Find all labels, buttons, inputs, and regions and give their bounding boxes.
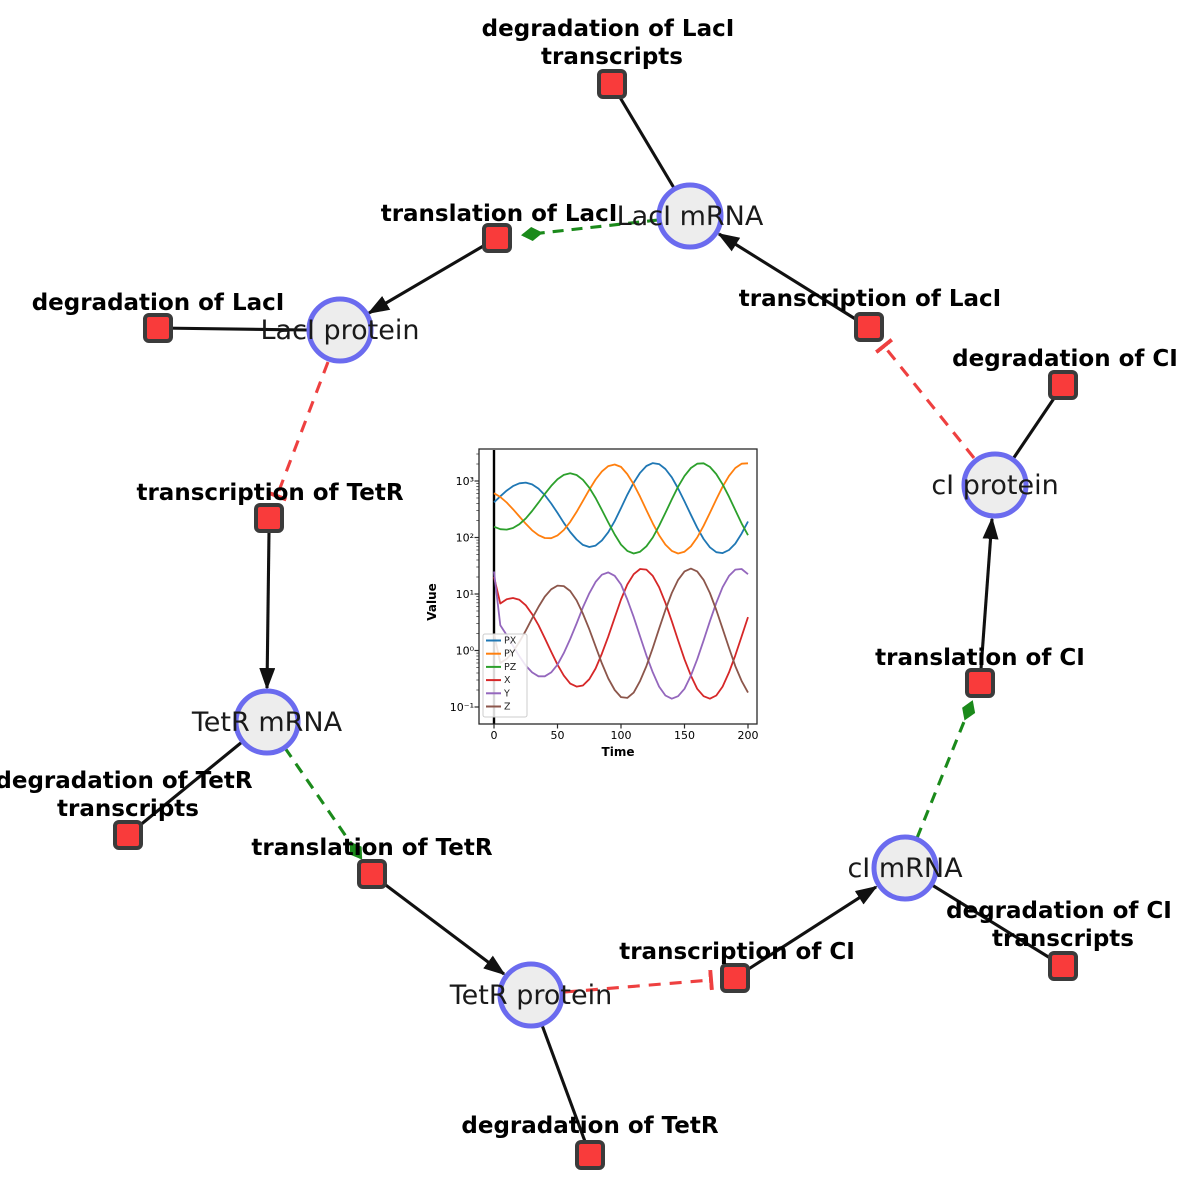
species-layer <box>233 182 1029 1029</box>
chart-y-minor-ticks <box>476 453 479 691</box>
labels-layer: LacI mRNA LacI protein TetR mRNA TetR pr… <box>0 16 1180 1139</box>
chart-tick-labels: 0 50 100 150 200 10³ 10² 10¹ 10⁰ 10⁻¹ <box>450 475 759 742</box>
reaction-label-transcription-laci: transcription of LacI <box>739 286 1002 312</box>
x-tick-label: 0 <box>491 729 498 742</box>
species-label-laci-protein: LacI protein <box>261 315 420 346</box>
reactions-layer <box>113 69 1078 1170</box>
reaction-node-degradation-ci[interactable] <box>1048 370 1078 400</box>
edge-production-translation-laci-to-laci-protein <box>367 243 486 315</box>
edge-degradation-laci-mrna <box>610 83 676 189</box>
legend-box <box>482 633 528 718</box>
series-line-PY <box>493 462 749 555</box>
reaction-node-degradation-tetr[interactable] <box>575 1140 605 1170</box>
edge-degradation-tetr-protein <box>540 1024 592 1156</box>
species-node-laci-protein[interactable] <box>306 296 374 364</box>
edge-production-translation-ci-to-ci-protein <box>979 517 999 670</box>
reaction-node-degradation-laci-transcripts[interactable] <box>597 69 627 99</box>
x-axis-title: Time <box>602 745 635 759</box>
legend-label-px: PX <box>504 636 517 647</box>
edge-modifier-tetr-mrna-to-translation-tetr <box>283 747 363 860</box>
reaction-label-transcription-ci: transcription of CI <box>619 939 855 965</box>
edge-degradation-ci-mrna <box>931 883 1064 968</box>
inset-chart: 0 50 100 150 200 10³ 10² 10¹ 10⁰ 10⁻¹ Ti… <box>425 448 759 759</box>
edge-inhibition-tetr-protein-to-transcription-ci <box>564 969 714 994</box>
chart-ticks <box>474 480 749 729</box>
reaction-label-degradation-tetr: degradation of TetR <box>461 1113 718 1139</box>
legend-label-y: Y <box>503 688 510 699</box>
species-node-ci-protein[interactable] <box>961 451 1029 519</box>
species-node-tetr-protein[interactable] <box>497 961 565 1029</box>
reaction-node-translation-tetr[interactable] <box>357 859 387 889</box>
y-tick-label: 10¹ <box>456 588 474 601</box>
legend-label-z: Z <box>504 702 511 713</box>
reaction-node-degradation-tetr-transcripts[interactable] <box>113 820 143 850</box>
species-label-ci-mrna: cI mRNA <box>847 853 963 884</box>
reaction-node-transcription-tetr[interactable] <box>254 503 284 533</box>
legend-label-py: PY <box>504 649 516 660</box>
species-label-tetr-mrna: TetR mRNA <box>191 707 343 738</box>
edge-production-transcription-laci-to-laci-mrna <box>717 232 858 322</box>
reaction-node-degradation-ci-transcripts[interactable] <box>1048 951 1078 981</box>
y-tick-label: 10² <box>456 532 474 545</box>
reaction-label-translation-ci: translation of CI <box>875 645 1085 671</box>
reaction-node-transcription-laci[interactable] <box>854 312 884 342</box>
reaction-label-degradation-ci: degradation of CI <box>952 346 1178 372</box>
species-node-ci-mrna[interactable] <box>871 834 939 902</box>
edge-inhibition-laci-protein-to-transcription-tetr <box>266 361 330 502</box>
reaction-label-degradation-tetr-transcripts: degradation of TetR transcripts <box>0 768 261 822</box>
edge-production-transcription-ci-to-ci-mrna <box>746 885 878 972</box>
edge-modifier-ci-mrna-to-translation-ci <box>915 700 976 839</box>
x-tick-label: 150 <box>674 729 695 742</box>
reaction-node-transcription-ci[interactable] <box>720 963 750 993</box>
series-line-Y <box>493 568 749 700</box>
reaction-node-degradation-laci[interactable] <box>143 313 173 343</box>
reaction-node-translation-ci[interactable] <box>965 668 995 698</box>
legend-label-x: X <box>504 675 511 686</box>
species-node-tetr-mrna[interactable] <box>233 688 301 756</box>
edges-layer <box>127 83 1065 1156</box>
series-line-Z <box>493 567 749 699</box>
y-axis-title: Value <box>425 583 439 621</box>
edge-production-transcription-tetr-to-tetr-mrna <box>259 531 276 690</box>
x-tick-label: 50 <box>551 729 565 742</box>
reaction-node-translation-laci[interactable] <box>482 223 512 253</box>
y-tick-label: 10⁰ <box>456 645 475 658</box>
reaction-label-degradation-ci-transcripts: degradation of CI transcripts <box>946 898 1180 952</box>
species-label-tetr-protein: TetR protein <box>449 980 612 1011</box>
edge-production-translation-tetr-to-tetr-protein <box>382 881 506 976</box>
species-label-ci-protein: cI protein <box>931 470 1058 501</box>
reaction-label-translation-laci: translation of LacI <box>381 201 618 227</box>
species-node-laci-mrna[interactable] <box>656 182 724 250</box>
reaction-label-degradation-laci-transcripts: degradation of LacI transcripts <box>482 16 743 70</box>
x-tick-label: 100 <box>611 729 632 742</box>
series-line-X <box>493 568 749 700</box>
chart-legend: PX PY PZ X Y Z <box>482 633 528 718</box>
legend-label-pz: PZ <box>504 662 517 673</box>
edge-inhibition-ci-protein-to-transcription-laci <box>874 338 976 459</box>
edge-degradation-laci-protein <box>157 326 309 332</box>
edge-modifier-laci-mrna-to-translation-laci <box>521 218 659 241</box>
x-tick-label: 200 <box>738 729 759 742</box>
reaction-label-degradation-laci: degradation of LacI <box>32 290 285 316</box>
edge-degradation-tetr-mrna <box>127 740 243 837</box>
series-line-PZ <box>493 462 749 555</box>
y-tick-label: 10³ <box>456 475 474 488</box>
chart-series <box>493 462 749 700</box>
reaction-label-transcription-tetr: transcription of TetR <box>136 480 403 506</box>
y-tick-label: 10⁻¹ <box>450 701 474 714</box>
series-line-PX <box>493 462 749 554</box>
species-label-laci-mrna: LacI mRNA <box>617 201 764 232</box>
reaction-label-translation-tetr: translation of TetR <box>251 835 492 861</box>
